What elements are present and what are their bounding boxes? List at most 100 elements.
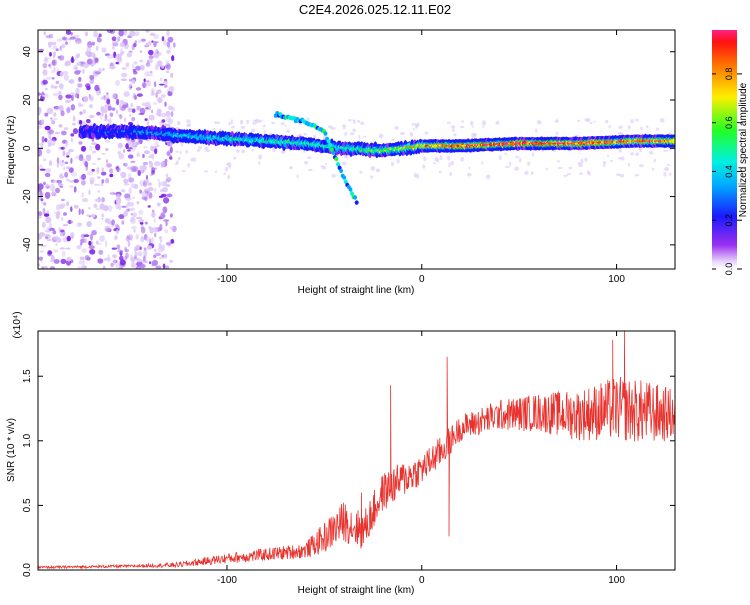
noise-blob	[296, 174, 299, 179]
noise-blob	[87, 207, 91, 210]
noise-blob	[131, 79, 136, 84]
noise-blob	[104, 218, 110, 224]
noise-blob	[124, 246, 127, 253]
noise-blob	[141, 196, 148, 201]
noise-blob	[44, 93, 49, 99]
noise-blob	[105, 178, 110, 184]
noise-blob	[130, 102, 134, 108]
noise-blob	[127, 149, 131, 152]
noise-blob	[139, 263, 146, 269]
noise-blob	[74, 34, 79, 38]
branch-cell	[323, 131, 328, 136]
noise-blob	[153, 218, 156, 223]
noise-blob	[149, 227, 154, 234]
noise-blob	[76, 54, 80, 59]
noise-blob	[151, 109, 154, 114]
noise-blob	[577, 161, 581, 165]
noise-blob	[85, 119, 91, 123]
noise-blob	[127, 154, 134, 159]
colorbar-gradient	[712, 30, 737, 269]
spectrogram-frame	[37, 29, 676, 270]
noise-blob	[154, 148, 158, 155]
noise-blob	[460, 125, 465, 129]
y-tick-label: 0.5	[22, 498, 33, 512]
noise-blob	[43, 213, 50, 217]
noise-blob	[453, 133, 457, 137]
noise-blob	[121, 72, 128, 78]
noise-blob	[115, 54, 121, 61]
noise-blob	[121, 220, 125, 225]
noise-blob	[97, 157, 101, 161]
noise-blob	[166, 49, 171, 55]
noise-blob	[157, 178, 160, 182]
noise-blob	[78, 155, 84, 161]
noise-blob	[150, 88, 155, 93]
noise-blob	[65, 41, 68, 45]
noise-blob	[153, 41, 157, 48]
spectrogram-xlabel: Height of straight line (km)	[298, 285, 415, 296]
noise-blob	[65, 141, 69, 146]
noise-blob	[663, 172, 667, 177]
noise-blob	[640, 126, 643, 131]
noise-blob	[136, 201, 140, 205]
noise-blob	[352, 119, 356, 122]
noise-blob	[139, 50, 142, 53]
noise-blob	[119, 266, 122, 269]
noise-blob	[423, 156, 427, 162]
y-tick-label: -20	[22, 189, 33, 204]
noise-blob	[88, 189, 91, 196]
noise-blob	[91, 230, 97, 236]
noise-blob	[160, 212, 166, 219]
noise-blob	[396, 158, 400, 164]
noise-blob	[108, 106, 112, 111]
noise-blob	[42, 207, 46, 214]
noise-blob	[128, 147, 133, 150]
noise-blob	[375, 168, 381, 173]
noise-blob	[39, 93, 46, 96]
noise-blob	[545, 167, 549, 171]
noise-blob	[303, 132, 307, 136]
noise-blob	[148, 55, 154, 59]
noise-blob	[146, 74, 153, 77]
noise-blob	[48, 142, 52, 147]
noise-blob	[79, 111, 83, 115]
noise-blob	[84, 255, 90, 261]
noise-blob	[66, 107, 71, 114]
noise-blob	[55, 243, 58, 246]
snr-frame	[37, 330, 676, 571]
noise-blob	[394, 125, 399, 130]
noise-blob	[524, 170, 529, 175]
noise-blob	[173, 42, 176, 48]
noise-blob	[96, 37, 102, 43]
noise-blob	[47, 250, 53, 255]
noise-blob	[106, 30, 113, 34]
spectrogram-axes: -100 0 100 -40 -20 0 20 40	[22, 30, 675, 285]
noise-blob	[42, 158, 47, 162]
noise-blob	[60, 233, 63, 237]
noise-blob	[86, 221, 92, 228]
noise-blob	[120, 189, 126, 193]
noise-blob	[358, 134, 361, 140]
noise-blob	[252, 121, 257, 125]
noise-blob	[59, 229, 65, 233]
noise-blob	[79, 120, 83, 125]
noise-blob	[158, 83, 165, 86]
noise-blob	[151, 211, 156, 218]
noise-blob	[57, 183, 64, 187]
noise-blob	[43, 31, 46, 36]
noise-blob	[137, 170, 141, 176]
noise-blob	[92, 150, 97, 154]
noise-blob	[158, 236, 163, 240]
noise-blob	[212, 128, 216, 130]
noise-blob	[44, 137, 48, 143]
noise-blob	[158, 242, 162, 248]
noise-blob	[554, 119, 559, 123]
noise-blob	[163, 181, 168, 187]
noise-blob	[646, 125, 649, 129]
noise-blob	[89, 145, 93, 152]
noise-blob	[344, 131, 348, 136]
noise-blob	[81, 197, 89, 203]
noise-blob	[233, 156, 237, 160]
noise-blob	[90, 214, 96, 218]
noise-blob	[215, 121, 220, 125]
